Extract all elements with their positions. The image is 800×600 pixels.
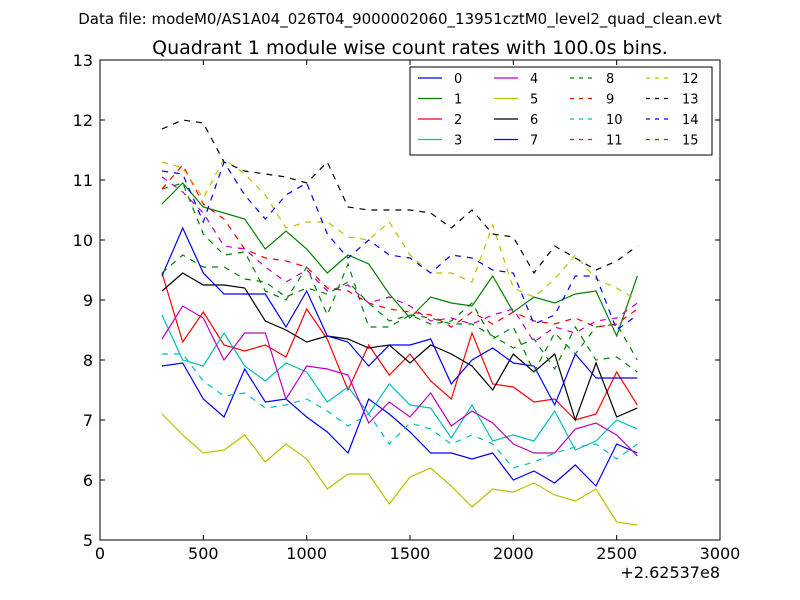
plot-lines bbox=[161, 119, 638, 526]
x-tick-label: 1500 bbox=[390, 544, 431, 563]
legend-label-2: 2 bbox=[454, 113, 462, 128]
y-tick-label: 10 bbox=[73, 231, 93, 250]
legend-label-4: 4 bbox=[530, 72, 538, 87]
legend-label-1: 1 bbox=[454, 93, 462, 108]
series-line-9 bbox=[161, 163, 638, 328]
x-tick-label: 2500 bbox=[596, 544, 637, 563]
y-tick-label: 5 bbox=[83, 531, 93, 550]
series-line-14 bbox=[161, 160, 638, 331]
y-tick-label: 8 bbox=[83, 351, 93, 370]
legend-label-7: 7 bbox=[530, 134, 538, 149]
x-tick-label: 500 bbox=[188, 544, 219, 563]
legend-label-3: 3 bbox=[454, 134, 462, 149]
series-line-15 bbox=[161, 254, 638, 373]
series-line-7 bbox=[161, 226, 638, 407]
x-tick-label: 1000 bbox=[286, 544, 327, 563]
series-line-12 bbox=[161, 158, 638, 301]
legend-label-13: 13 bbox=[682, 93, 699, 108]
legend-label-12: 12 bbox=[682, 72, 699, 87]
figure-suptitle: Data file: modeM0/AS1A04_026T04_90000020… bbox=[78, 10, 722, 29]
x-offset-label: +2.62537e8 bbox=[620, 563, 720, 582]
chart-title: Quadrant 1 module wise count rates with … bbox=[152, 37, 668, 59]
series-line-3 bbox=[161, 314, 638, 451]
legend-label-14: 14 bbox=[682, 113, 699, 128]
series-line-4 bbox=[161, 305, 638, 457]
legend-label-11: 11 bbox=[606, 134, 623, 149]
x-tick-label: 0 bbox=[95, 544, 105, 563]
series-line-2 bbox=[161, 272, 638, 421]
x-tick-label: 2000 bbox=[493, 544, 534, 563]
x-tick-label: 3000 bbox=[700, 544, 741, 563]
y-tick-label: 9 bbox=[83, 291, 93, 310]
legend-label-8: 8 bbox=[606, 72, 614, 87]
legend-frame bbox=[409, 66, 713, 156]
series-line-10 bbox=[162, 353, 638, 469]
series-line-5 bbox=[161, 413, 638, 526]
y-tick-label: 6 bbox=[83, 471, 93, 490]
legend-label-9: 9 bbox=[606, 93, 614, 108]
legend-label-10: 10 bbox=[606, 113, 623, 128]
series-line-13 bbox=[161, 119, 638, 275]
series-line-0 bbox=[161, 362, 638, 488]
x-axis: 0 500 1000 1500 2000 2500 3000 bbox=[95, 60, 740, 563]
legend-label-5: 5 bbox=[530, 93, 538, 108]
y-tick-label: 12 bbox=[73, 111, 93, 130]
series-line-11 bbox=[161, 176, 638, 343]
y-tick-label: 13 bbox=[73, 51, 93, 70]
series-line-1 bbox=[161, 182, 638, 338]
y-tick-label: 7 bbox=[83, 411, 93, 430]
legend-label-15: 15 bbox=[682, 134, 699, 149]
series-line-8 bbox=[161, 182, 638, 374]
legend-label-6: 6 bbox=[530, 113, 538, 128]
series-line-6 bbox=[161, 272, 638, 422]
y-tick-label: 11 bbox=[73, 171, 93, 190]
legend-label-0: 0 bbox=[454, 72, 462, 87]
